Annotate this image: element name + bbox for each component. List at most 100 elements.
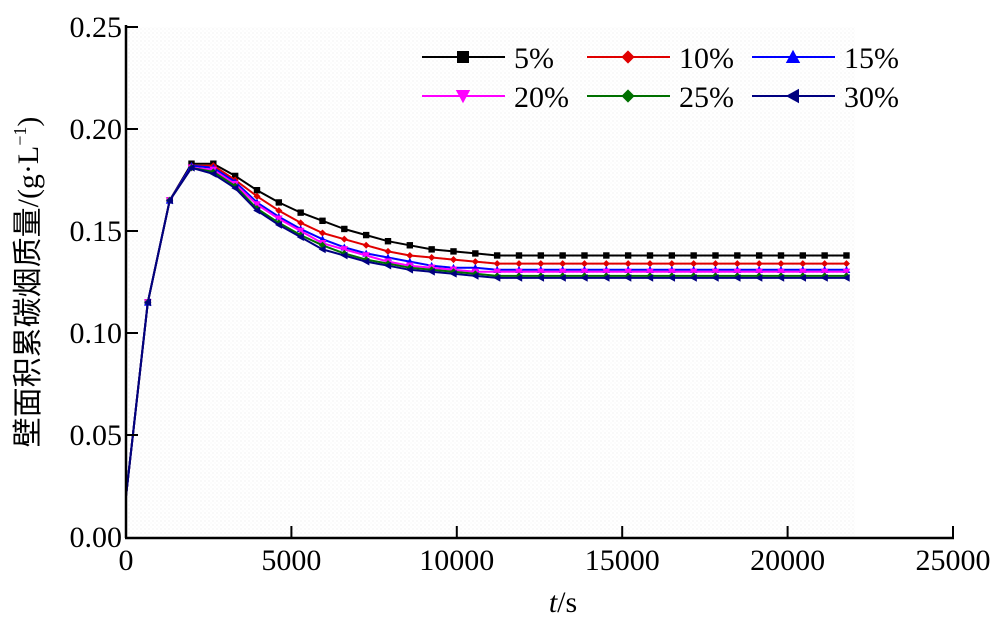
legend-label: 30%: [844, 81, 899, 114]
data-point: [384, 261, 392, 270]
data-point: [602, 268, 611, 276]
data-point: [493, 252, 501, 259]
data-point: [471, 258, 479, 266]
data-point: [515, 268, 523, 276]
data-point: [450, 248, 457, 255]
data-point: [820, 274, 828, 282]
data-point: [777, 268, 785, 276]
series-line: [125, 164, 847, 497]
data-point: [733, 268, 742, 276]
data-point: [733, 260, 741, 268]
legend-label: 15%: [844, 42, 899, 75]
data-point: [427, 267, 435, 276]
data-point: [275, 207, 283, 215]
x-tick-label: 5000: [261, 544, 321, 577]
data-point: [798, 274, 807, 282]
data-point: [405, 265, 414, 274]
data-point: [580, 268, 589, 276]
legend-item: 10%: [587, 42, 734, 75]
y-tick-label: 0.25: [70, 11, 123, 44]
y-tick-label: 0.10: [70, 317, 123, 350]
data-point: [297, 209, 304, 216]
data-point: [777, 260, 785, 268]
data-point: [798, 268, 807, 276]
x-tick-label: 25000: [916, 544, 991, 577]
data-point: [231, 172, 239, 180]
x-axis-title: t/s: [549, 586, 577, 619]
data-point: [253, 201, 261, 209]
x-tick-label: 0: [119, 544, 134, 577]
data-point: [602, 274, 610, 282]
y-axis-title: 壁面积累碳烟质量/(g·L−1): [10, 117, 45, 448]
x-tick-label: 20000: [750, 544, 825, 577]
data-point: [209, 170, 217, 178]
y-axis-title-close: ): [12, 117, 45, 127]
data-point: [580, 260, 589, 268]
data-point: [646, 268, 654, 276]
data-point: [493, 274, 501, 282]
data-point: [384, 247, 392, 255]
y-tick-label: 0.20: [70, 113, 123, 146]
data-point: [690, 260, 698, 268]
data-point: [602, 260, 610, 268]
data-point: [755, 252, 763, 259]
data-point: [799, 260, 807, 268]
data-point: [820, 268, 829, 276]
data-point: [340, 251, 348, 260]
data-point: [559, 252, 566, 259]
data-point: [558, 274, 566, 282]
plot-background: [127, 27, 855, 537]
y-tick-label: 0.05: [70, 419, 123, 452]
legend-label: 20%: [514, 81, 569, 114]
data-point: [689, 274, 697, 282]
data-point: [537, 260, 545, 268]
legend-marker-icon: [785, 88, 799, 104]
data-point: [362, 231, 370, 239]
data-point: [187, 163, 195, 172]
data-point: [558, 268, 567, 276]
data-point: [646, 274, 654, 282]
data-point: [493, 268, 501, 276]
y-axis-title-main: 壁面积累碳烟质量/(g·L: [12, 146, 45, 448]
x-tick-label: 15000: [585, 544, 660, 577]
data-point: [384, 238, 392, 245]
data-point: [755, 260, 763, 268]
data-point: [536, 268, 545, 276]
data-point: [318, 245, 326, 254]
x-tick-label: 10000: [419, 544, 494, 577]
data-point: [253, 192, 261, 200]
data-point: [231, 184, 239, 192]
data-point: [406, 251, 414, 259]
data-point: [319, 217, 326, 224]
data-point: [274, 215, 283, 223]
data-point: [296, 233, 304, 241]
data-point: [821, 252, 828, 259]
series-layer: [125, 160, 851, 497]
data-point: [624, 274, 632, 282]
data-point: [690, 252, 697, 259]
x-axis-title-var: t: [549, 586, 558, 619]
legend-marker-icon: [621, 50, 635, 64]
data-point: [842, 274, 850, 282]
legend-marker-icon: [457, 51, 469, 63]
legend-item: 25%: [587, 81, 734, 114]
data-point: [143, 298, 152, 307]
x-ticks: 0 5000 10000 15000 20000 25000: [119, 526, 991, 577]
data-point: [667, 268, 676, 276]
data-point: [362, 241, 370, 249]
legend-label: 25%: [679, 81, 734, 114]
data-point: [843, 252, 850, 259]
data-point: [821, 260, 829, 268]
legend-marker-icon: [621, 89, 635, 103]
data-point: [318, 229, 327, 237]
data-point: [493, 260, 501, 268]
data-point: [274, 221, 283, 229]
data-point: [777, 252, 785, 259]
data-point: [734, 252, 741, 259]
legend-item: 20%: [422, 81, 569, 114]
data-point: [362, 252, 371, 260]
data-point: [165, 196, 173, 205]
data-point: [624, 268, 632, 276]
data-point: [449, 270, 457, 278]
data-point: [471, 272, 479, 280]
